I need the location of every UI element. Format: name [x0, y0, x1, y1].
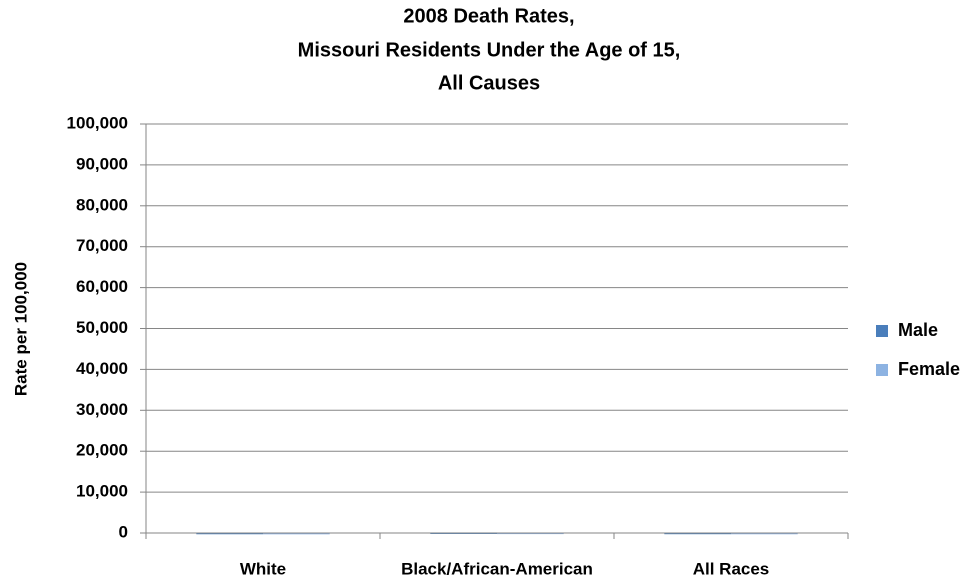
y-tick-label: 90,000 — [76, 154, 128, 173]
y-tick-label: 100,000 — [67, 113, 128, 132]
legend-label: Male — [898, 320, 938, 340]
y-tick-label: 0 — [119, 522, 128, 541]
y-tick-label: 80,000 — [76, 195, 128, 214]
bar — [263, 532, 330, 535]
x-tick-label: White — [240, 559, 286, 578]
y-tick-label: 40,000 — [76, 359, 128, 378]
bar — [731, 532, 798, 535]
x-tick-label: All Races — [693, 559, 770, 578]
y-tick-label: 70,000 — [76, 236, 128, 255]
x-tick-label: Black/African-American — [401, 559, 593, 578]
bar — [196, 532, 263, 535]
legend-label: Female — [898, 359, 960, 379]
chart-title: Missouri Residents Under the Age of 15, — [298, 39, 681, 61]
y-tick-label: 60,000 — [76, 277, 128, 296]
y-axis-label: Rate per 100,000 — [11, 262, 30, 396]
y-tick-label: 50,000 — [76, 318, 128, 337]
chart-title: 2008 Death Rates, — [403, 5, 574, 27]
y-tick-label: 20,000 — [76, 441, 128, 460]
y-tick-label: 10,000 — [76, 482, 128, 501]
chart-title: All Causes — [438, 72, 540, 94]
y-tick-label: 30,000 — [76, 400, 128, 419]
legend-swatch — [876, 364, 888, 376]
legend-swatch — [876, 325, 888, 337]
